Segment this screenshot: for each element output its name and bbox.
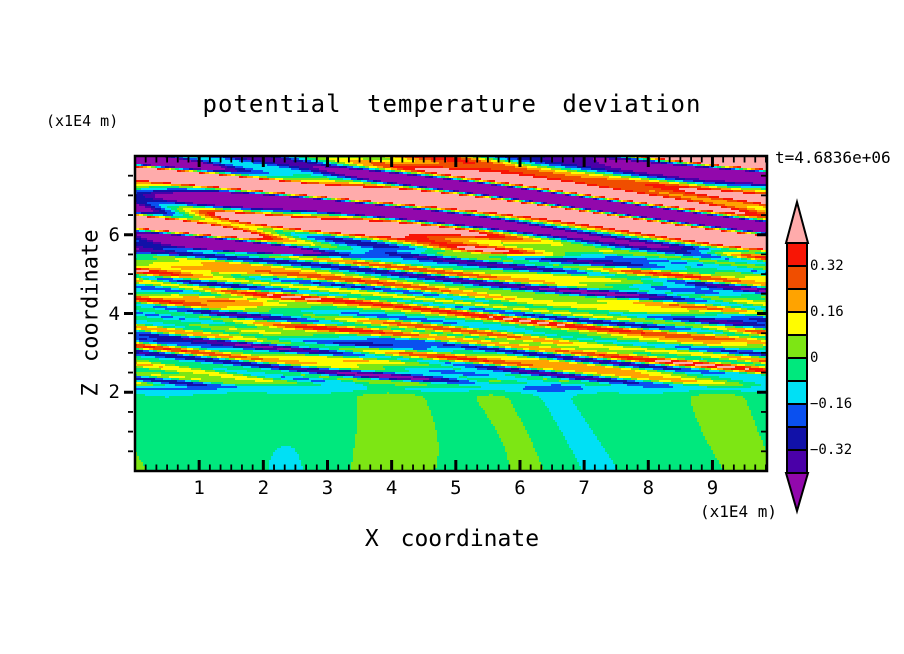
contour-field-canvas [135,156,767,471]
z-tick-label: 4 [108,302,120,325]
x-tick-label: 1 [193,477,205,499]
x-tick-label: 8 [642,477,655,499]
x-tick-label: 3 [321,477,334,499]
colorbar-tick-label: 0.32 [810,258,844,274]
colorbar [784,198,810,515]
colorbar-tick-label: 0.16 [810,304,844,320]
colorbar-tick-label: −0.32 [810,442,853,458]
x-tick-label: 5 [450,477,462,499]
colorbar-tick-label: −0.16 [810,396,853,412]
x-tick-label: 6 [514,477,526,499]
x-tick-label: 9 [706,477,719,499]
x-axis-title: X coordinate [364,526,540,552]
z-tick-label: 2 [108,381,120,404]
x-axis-unit-label: (x1E4 m) [699,502,777,521]
x-tick-label: 2 [257,477,270,499]
z-axis-title: Z coordinate [78,229,104,397]
chart-title: potential temperature deviation [202,90,702,118]
z-axis-unit-label: (x1E4 m) [46,112,119,130]
timestamp-label: t=4.6836e+06 [775,148,891,167]
z-tick-label: 6 [108,223,120,246]
x-tick-label: 4 [385,477,398,499]
x-tick-label: 7 [578,477,590,499]
colorbar-tick-label: 0 [810,350,819,366]
